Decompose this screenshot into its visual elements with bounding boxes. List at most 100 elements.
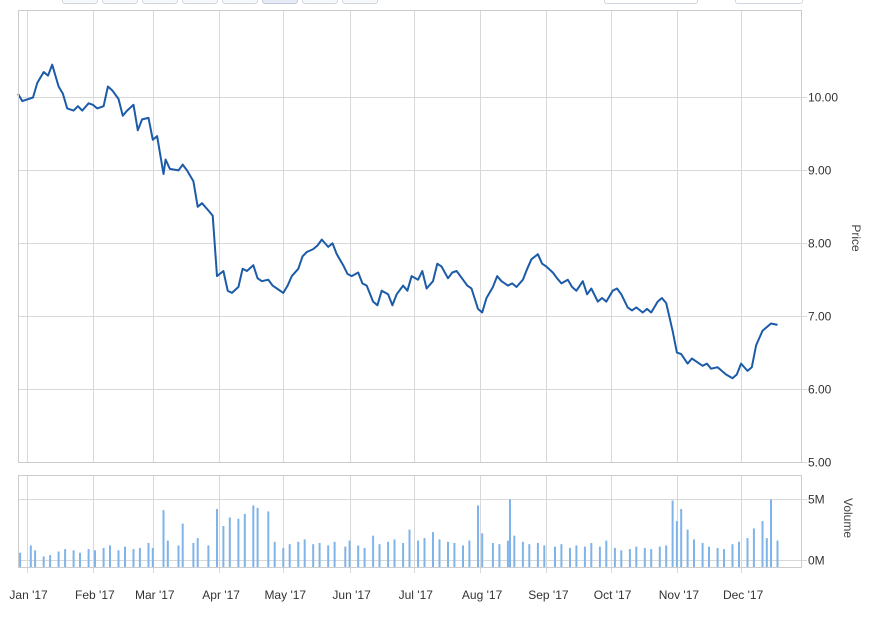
volume-bar [166,540,169,567]
volume-tick-label: 0M [808,554,825,568]
x-tick-label: May '17 [264,588,306,602]
range-button[interactable] [182,0,218,4]
volume-bar [506,540,509,567]
volume-bar [348,540,351,567]
volume-bar [528,544,531,567]
x-tick-label: Mar '17 [135,588,175,602]
volume-bar [19,552,22,567]
y-tick-label: 7.00 [808,310,832,324]
volume-bar [408,529,411,567]
volume-bars [19,499,779,567]
volume-bar [423,538,426,567]
volume-bar [675,521,678,567]
volume-bar [372,535,375,567]
volume-bar [590,543,593,567]
volume-bar [132,549,135,567]
volume-bar [42,556,45,567]
volume-bar [222,526,225,567]
range-button[interactable] [142,0,178,4]
y-tick-label: 8.00 [808,237,832,251]
volume-bar [151,547,154,567]
volume-bar [536,543,539,567]
x-tick-label: Jul '17 [399,588,434,602]
volume-bar [776,540,779,567]
x-tick-label: Feb '17 [75,588,115,602]
x-tick-label: Jan '17 [9,588,48,602]
volume-bar [708,546,710,567]
volume-bar [72,550,75,567]
volume-bar [605,540,608,567]
volume-bar [256,507,259,567]
volume-bar [303,539,306,567]
volume-bar [147,543,150,567]
volume-tick-label: 5M [808,493,825,507]
volume-bar [468,540,471,567]
volume-bar [49,555,52,567]
volume-bar [177,545,180,567]
volume-bar [583,546,586,567]
volume-bar [192,543,195,567]
volume-bar [665,545,668,567]
volume-bar [658,546,661,567]
volume-bar [207,545,210,567]
volume-bar [686,529,689,567]
date-input-from[interactable] [604,0,698,4]
volume-bar [701,543,704,567]
range-button[interactable] [262,0,298,4]
volume-bar [731,544,734,567]
volume-bar [746,538,749,567]
volume-bar [693,539,695,567]
volume-bar [513,535,516,567]
range-button[interactable] [102,0,138,4]
volume-bar [498,544,501,567]
volume-bar [102,547,105,567]
volume-bar [417,540,420,567]
volume-bar [64,549,67,567]
volume-bar [79,552,81,567]
volume-bar [378,544,381,567]
volume-bar [432,532,434,567]
volume-bar [438,539,441,567]
volume-bar [344,546,347,567]
volume-bar [453,543,456,567]
volume-bar [273,541,276,567]
x-tick-label: Nov '17 [659,588,700,602]
x-tick-label: Apr '17 [202,588,240,602]
volume-bar [620,550,623,567]
price-line [17,63,778,380]
volume-bar [613,547,616,567]
volume-bar [650,549,653,567]
date-input-to[interactable] [735,0,803,4]
volume-bar [491,543,494,567]
volume-bar [635,546,638,567]
range-button[interactable] [342,0,378,4]
range-button[interactable] [62,0,98,4]
volume-bar [243,513,246,567]
y-tick-label: 9.00 [808,164,832,178]
volume-bar [297,541,300,567]
volume-bar [117,550,120,567]
range-button[interactable] [302,0,338,4]
price-axis-title: Price [849,224,863,252]
volume-bar [752,528,755,567]
volume-bar [393,539,396,567]
volume-bar [387,541,390,567]
range-button[interactable] [222,0,258,4]
volume-bar [770,499,772,567]
volume-bar [318,543,321,567]
volume-bar [723,549,725,567]
price-grid [18,10,807,463]
volume-bar [761,521,764,567]
volume-bar [216,509,218,567]
y-tick-label: 10.00 [808,91,838,105]
volume-bar [765,538,768,567]
x-tick-label: Jun '17 [332,588,371,602]
volume-bar [569,547,571,567]
volume-bar [575,545,578,567]
volume-bar [680,509,683,567]
volume-bar [252,505,255,567]
volume-bar [716,547,719,567]
volume-bar [509,499,511,567]
volume-bar [560,544,563,567]
volume-bar [327,545,330,567]
